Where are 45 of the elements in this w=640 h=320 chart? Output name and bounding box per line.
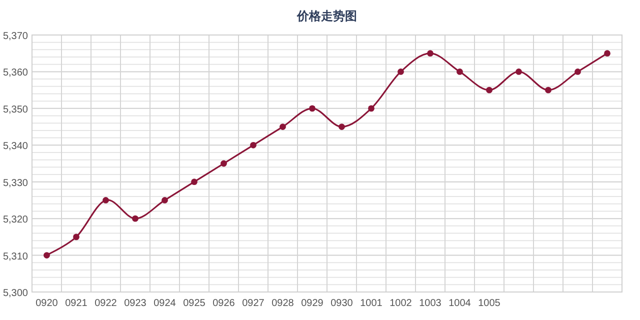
x-tick-label: 0928 xyxy=(272,298,294,309)
point xyxy=(604,50,610,57)
x-tick-label: 1004 xyxy=(448,298,472,309)
x-tick-label: 1003 xyxy=(419,298,442,309)
x-tick-label: 1005 xyxy=(478,298,501,309)
point xyxy=(486,86,492,94)
x-tick-label: 0925 xyxy=(183,298,206,309)
x-tick-label: 0920 xyxy=(36,298,58,309)
y-tick-label: 5,360 xyxy=(2,68,28,79)
x-tick-label: 0929 xyxy=(301,298,324,309)
point xyxy=(574,68,581,75)
x-tick-label: 0930 xyxy=(330,298,354,309)
point xyxy=(132,215,138,222)
x-tick-label: 0921 xyxy=(65,298,88,309)
y-tick-label: 5,310 xyxy=(2,251,28,262)
point xyxy=(191,178,198,186)
x-tick-label: 1002 xyxy=(390,298,412,309)
y-tick-label: 5,350 xyxy=(2,104,28,116)
point xyxy=(102,197,109,204)
point xyxy=(516,68,522,75)
point xyxy=(280,124,286,130)
y-tick-label: 5,300 xyxy=(2,288,28,299)
y-tick-label: 5,370 xyxy=(2,31,28,42)
point xyxy=(398,68,404,75)
point xyxy=(250,142,256,148)
y-tick-label: 5,340 xyxy=(2,141,28,152)
point xyxy=(427,50,434,57)
x-tick-label: 0922 xyxy=(94,298,118,309)
chart-title: 价格走势图 xyxy=(296,9,357,23)
point xyxy=(44,252,50,258)
point xyxy=(368,105,374,112)
x-tick-label: 0924 xyxy=(154,298,176,309)
point xyxy=(309,105,316,112)
y-tick-label: 5,330 xyxy=(2,178,28,189)
point xyxy=(73,234,80,240)
point xyxy=(162,197,168,204)
point xyxy=(220,160,227,167)
x-tick-label: 0927 xyxy=(242,298,265,309)
y-tick-label: 5,320 xyxy=(2,214,28,226)
x-tick-label: 0923 xyxy=(124,298,147,309)
point xyxy=(338,124,345,130)
point xyxy=(456,68,463,75)
x-tick-label: 0926 xyxy=(212,298,236,309)
point xyxy=(545,86,552,94)
x-tick-label: 1001 xyxy=(360,298,383,309)
